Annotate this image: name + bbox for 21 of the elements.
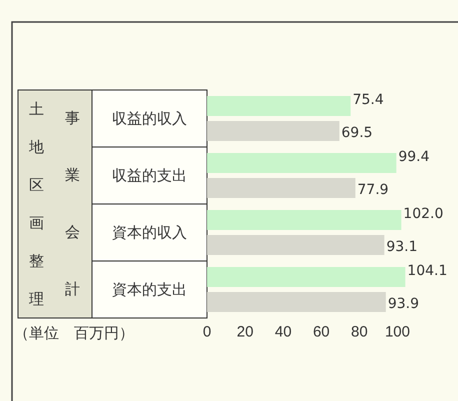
x-tick-label: 60 <box>312 324 330 341</box>
y-tick-label: 収益的収入 <box>112 110 187 128</box>
data-label: 77.9 <box>357 182 389 198</box>
y-tick-label: 資本的収入 <box>112 224 187 242</box>
x-tick-label: 40 <box>274 324 292 341</box>
data-label: 93.9 <box>388 296 420 312</box>
y-tick-label: 収益的支出 <box>112 166 187 184</box>
text: 土地区画整理 <box>29 100 44 308</box>
x-tick-label: 20 <box>236 324 254 341</box>
data-label: 99.4 <box>398 149 430 165</box>
data-label: 104.1 <box>407 263 448 279</box>
data-label: 93.1 <box>386 239 418 255</box>
x-tick-label: 0 <box>202 324 212 341</box>
data-label: 69.5 <box>341 125 373 141</box>
data-label: 102.0 <box>403 206 444 222</box>
x-tick-label: 80 <box>351 324 368 341</box>
text: （単位 百万円） <box>14 324 134 342</box>
x-tick-label: 100 <box>384 324 410 341</box>
y-tick-label: 資本的支出 <box>112 280 187 298</box>
data-label: 75.4 <box>352 92 384 108</box>
text: 事業会計 <box>65 109 80 298</box>
